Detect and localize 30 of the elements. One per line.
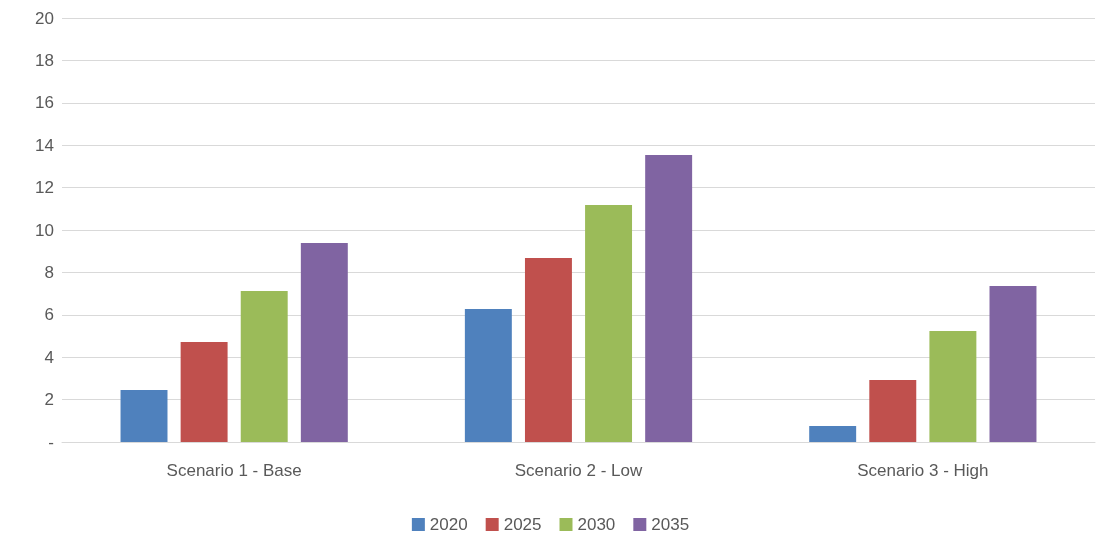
x-tick-label: Scenario 1 - Base <box>166 461 302 480</box>
bar <box>989 285 1037 442</box>
bar <box>809 426 857 442</box>
legend-label: 2020 <box>429 515 468 534</box>
y-tick-label: 20 <box>35 8 54 28</box>
y-tick-label: 12 <box>35 178 54 198</box>
bar <box>929 330 977 442</box>
bar <box>464 309 512 442</box>
bar <box>524 257 572 442</box>
y-tick-label: 14 <box>35 135 54 155</box>
y-tick-label: 16 <box>35 93 54 113</box>
y-tick-label: 4 <box>44 347 54 367</box>
y-tick-label: 2 <box>44 390 54 410</box>
bar <box>240 291 288 442</box>
bar <box>645 154 693 442</box>
bar <box>300 242 348 442</box>
bar <box>869 380 917 442</box>
legend-label: 2025 <box>503 515 542 534</box>
bar <box>585 204 633 442</box>
x-tick-label: Scenario 3 - High <box>857 461 989 480</box>
y-tick-label: 18 <box>35 50 54 70</box>
x-tick-label: Scenario 2 - Low <box>514 461 643 480</box>
y-tick-label: 10 <box>35 220 54 240</box>
y-tick-label: 8 <box>44 262 54 282</box>
y-tick-label: 6 <box>44 305 54 325</box>
y-tick-label: - <box>48 432 54 452</box>
legend-label: 2030 <box>577 515 616 534</box>
bar <box>120 390 168 442</box>
legend-label: 2035 <box>651 515 690 534</box>
bar <box>180 341 228 442</box>
